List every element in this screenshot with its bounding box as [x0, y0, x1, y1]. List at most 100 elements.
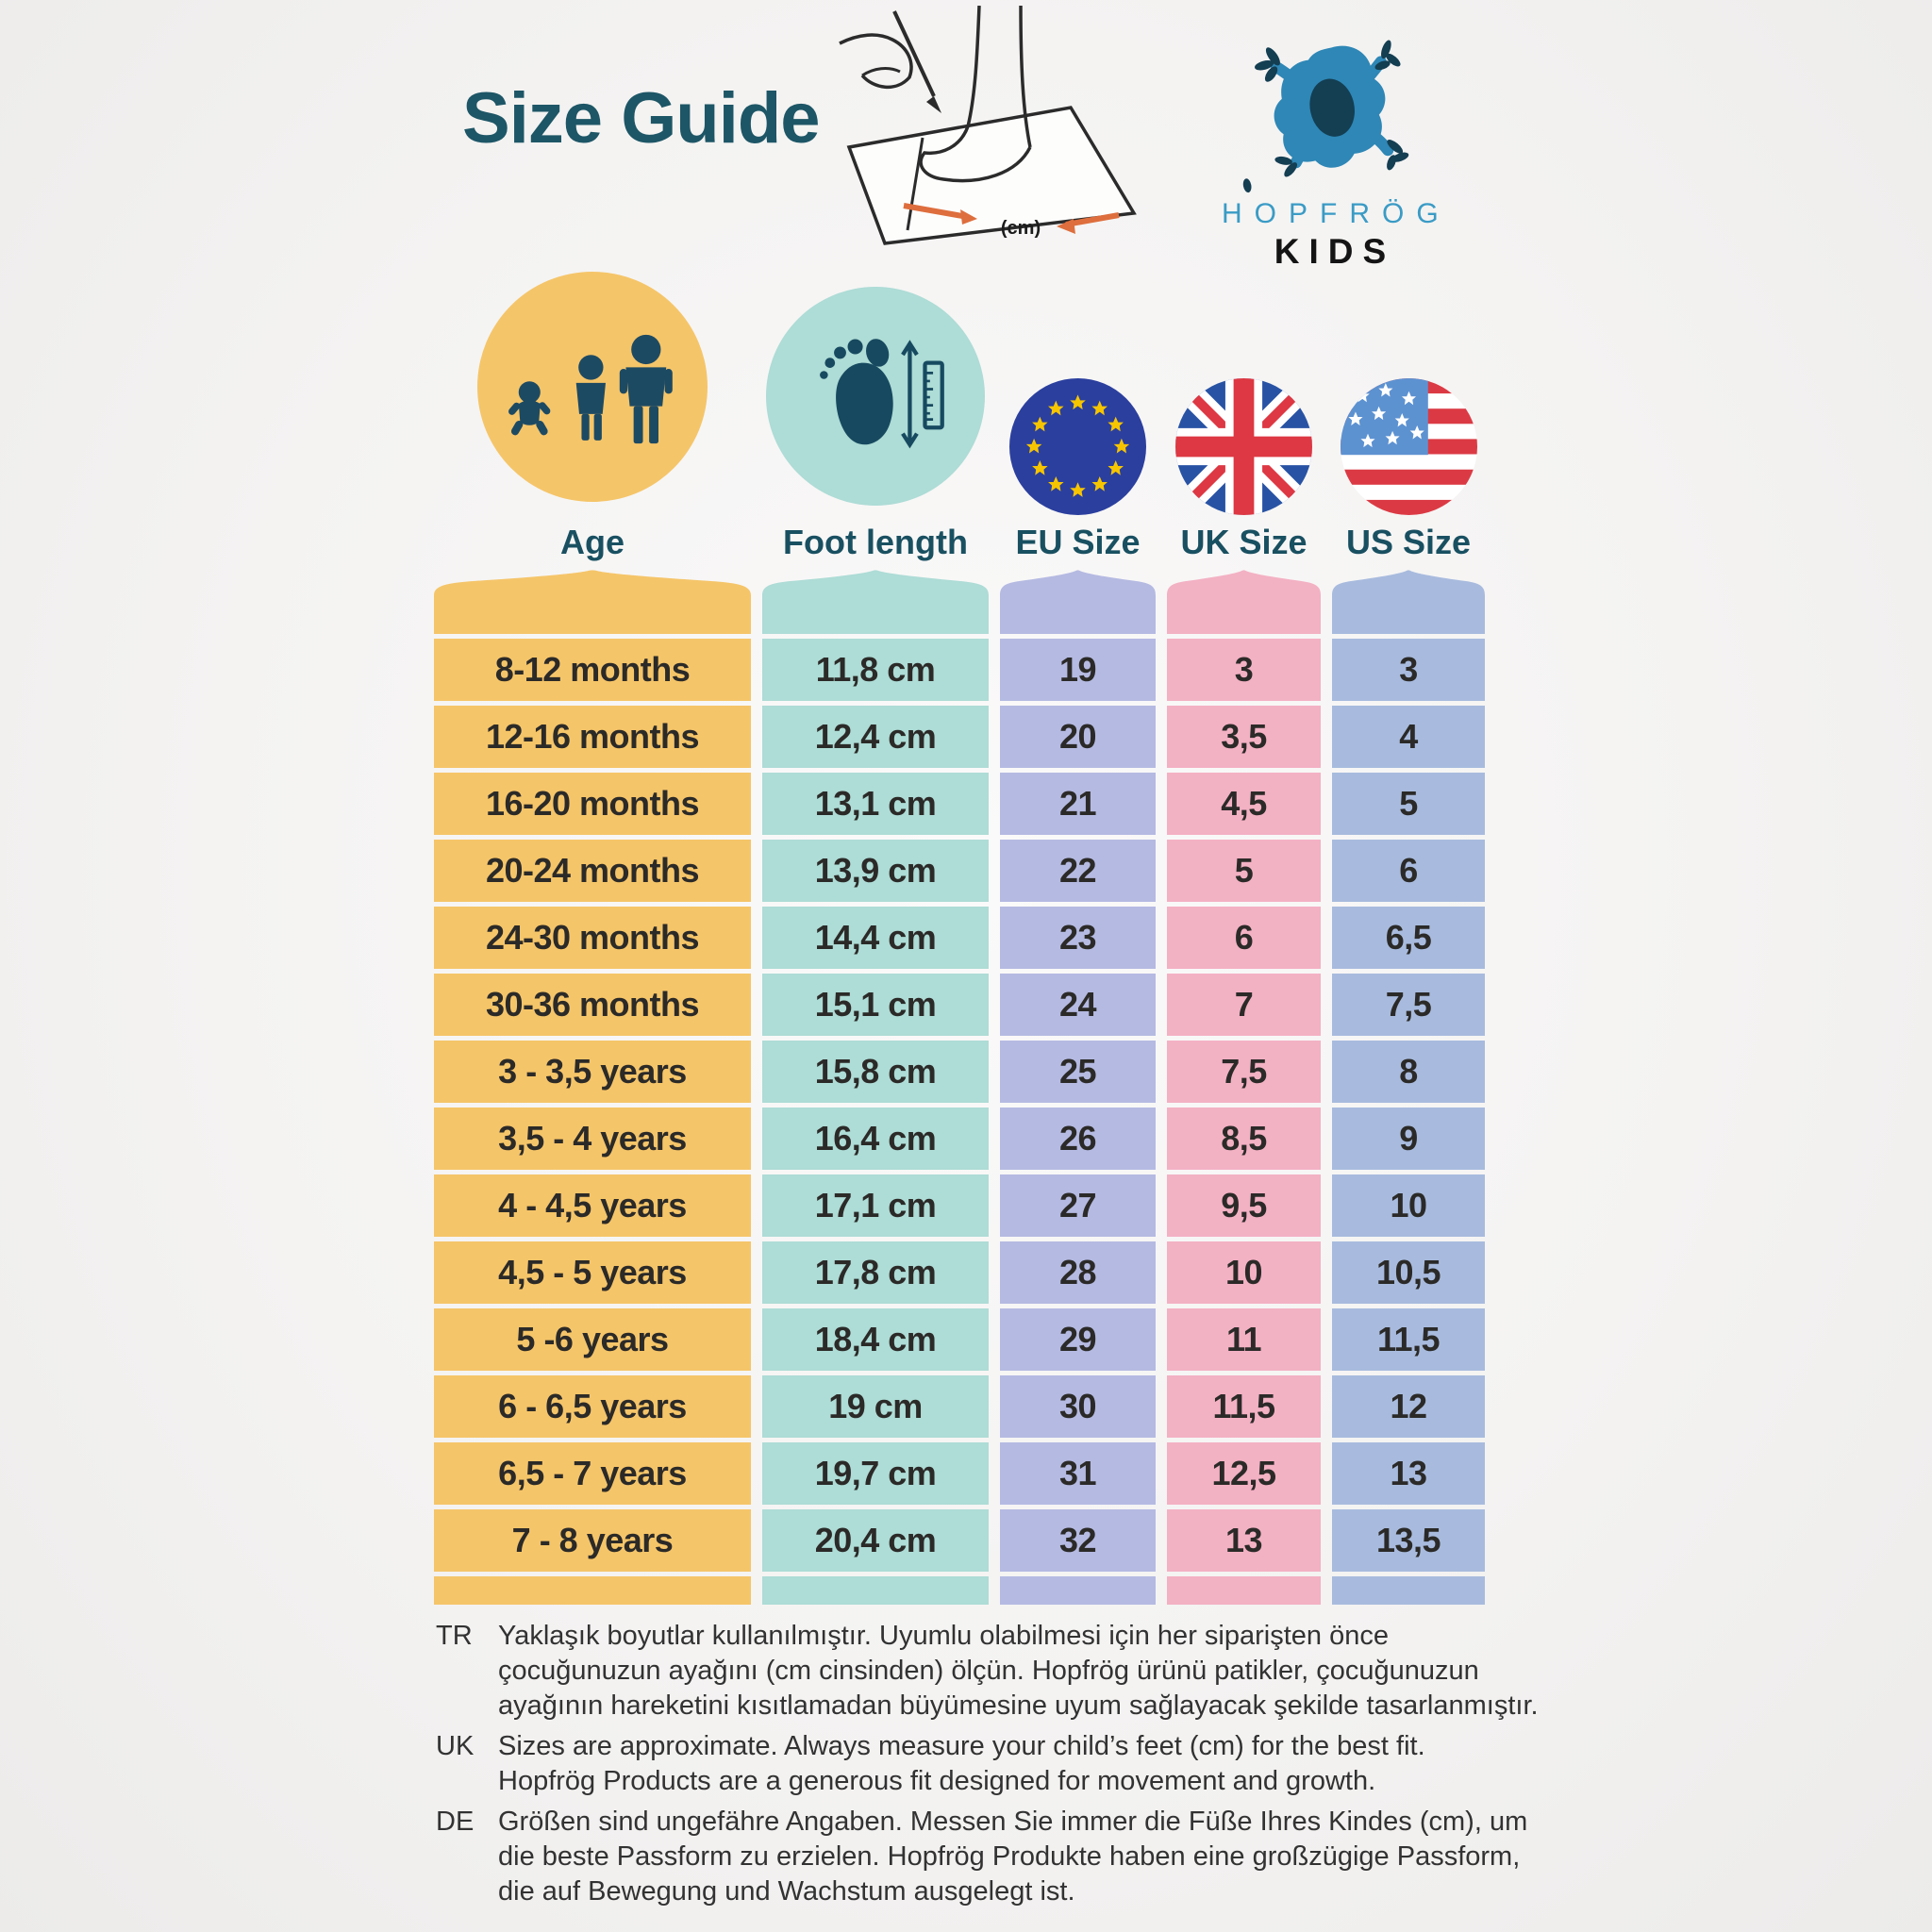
us-flag-icon: [1340, 378, 1477, 515]
foot-ruler-icon: [766, 287, 985, 506]
table-cell-us: 10: [1332, 1174, 1485, 1237]
table-cell-us: 4: [1332, 706, 1485, 768]
table-cell-us: 8: [1332, 1041, 1485, 1103]
table-cell-eu: 20: [1000, 706, 1156, 768]
table-cell-eu: 32: [1000, 1509, 1156, 1572]
table-cell-eu: 31: [1000, 1442, 1156, 1505]
table-cell-eu: 28: [1000, 1241, 1156, 1304]
note-line: Sizes are approximate. Always measure yo…: [498, 1731, 1425, 1761]
note-line: çocuğunuzun ayağını (cm cinsinden) ölçün…: [498, 1656, 1479, 1686]
table-cell-foot: 20,4 cm: [762, 1509, 989, 1572]
column-sliver-us: [1332, 1576, 1485, 1605]
table-cell-us: 6,5: [1332, 907, 1485, 969]
note-line: Hopfrög Products are a generous fit desi…: [498, 1766, 1376, 1796]
table-cell-age: 4 - 4,5 years: [434, 1174, 751, 1237]
table-cell-eu: 26: [1000, 1108, 1156, 1170]
column-top-eu: [1000, 570, 1156, 634]
table-cell-eu: 23: [1000, 907, 1156, 969]
column-uk-size: UK Size 3 3,5 4,5 5 6 7 7,5 8,5 9,5 10 11 11,5 12,5 1…: [1167, 274, 1321, 1605]
table-cell-foot: 11,8 cm: [762, 639, 989, 701]
column-rows-age: 8-12 months 12-16 months 16-20 months 20-24…: [434, 634, 751, 1576]
column-rows-eu: 19 20 21 22 23 24 25 26 27 28 29 30 31 32: [1000, 634, 1156, 1576]
note-uk: UK Sizes are approximate. Always measure…: [436, 1729, 1690, 1799]
table-cell-us: 9: [1332, 1108, 1485, 1170]
brand-subname: KIDS: [1274, 232, 1396, 271]
table-cell-foot: 19 cm: [762, 1375, 989, 1438]
note-line: Yaklaşık boyutlar kullanılmıştır. Uyumlu…: [498, 1621, 1389, 1651]
column-sliver-uk: [1167, 1576, 1321, 1605]
table-cell-us: 13,5: [1332, 1509, 1485, 1572]
note-line: die beste Passform zu erzielen. Hopfrög …: [498, 1841, 1521, 1872]
column-rows-uk: 3 3,5 4,5 5 6 7 7,5 8,5 9,5 10 11 11,5 12,5 13: [1167, 634, 1321, 1576]
table-cell-foot: 13,1 cm: [762, 773, 989, 835]
note-lang-label: UK: [436, 1731, 475, 1761]
table-cell-age: 20-24 months: [434, 840, 751, 902]
table-cell-eu: 24: [1000, 974, 1156, 1036]
column-top-uk: [1167, 570, 1321, 634]
table-cell-eu: 25: [1000, 1041, 1156, 1103]
table-cell-foot: 15,1 cm: [762, 974, 989, 1036]
table-cell-uk: 8,5: [1167, 1108, 1321, 1170]
column-header-foot-length: Foot length: [783, 523, 968, 561]
table-cell-uk: 13: [1167, 1509, 1321, 1572]
table-cell-eu: 29: [1000, 1308, 1156, 1371]
table-cell-age: 12-16 months: [434, 706, 751, 768]
table-cell-foot: 15,8 cm: [762, 1041, 989, 1103]
column-header-us: US Size: [1345, 523, 1472, 561]
table-cell-uk: 3: [1167, 639, 1321, 701]
table-cell-us: 7,5: [1332, 974, 1485, 1036]
note-line: ayağının hareketini kısıtlamadan büyümes…: [498, 1690, 1539, 1721]
column-rows-us: 3 4 5 6 6,5 7,5 8 9 10 10,5 11,5 12 13 13,5: [1332, 634, 1485, 1576]
table-cell-uk: 4,5: [1167, 773, 1321, 835]
table-cell-age: 4,5 - 5 years: [434, 1241, 751, 1304]
column-top-us: [1332, 570, 1485, 634]
table-cell-age: 5 -6 years: [434, 1308, 751, 1371]
table-cell-uk: 11: [1167, 1308, 1321, 1371]
table-cell-eu: 22: [1000, 840, 1156, 902]
table-cell-uk: 3,5: [1167, 706, 1321, 768]
foot-measuring-illustration: (cm): [839, 6, 1137, 245]
column-header-eu: EU Size: [1015, 523, 1141, 561]
table-cell-age: 24-30 months: [434, 907, 751, 969]
table-cell-foot: 18,4 cm: [762, 1308, 989, 1371]
column-us-size: US Size 3 4 5 6 6,5 7,5 8 9 10 10,5 11,5 12 13 13,5: [1332, 274, 1485, 1605]
table-cell-us: 11,5: [1332, 1308, 1485, 1371]
table-cell-foot: 17,1 cm: [762, 1174, 989, 1237]
column-sliver-eu: [1000, 1576, 1156, 1605]
table-cell-eu: 21: [1000, 773, 1156, 835]
column-header-age: Age: [559, 523, 625, 561]
table-cell-uk: 6: [1167, 907, 1321, 969]
table-cell-us: 13: [1332, 1442, 1485, 1505]
table-cell-uk: 9,5: [1167, 1174, 1321, 1237]
table-cell-uk: 12,5: [1167, 1442, 1321, 1505]
table-cell-uk: 7: [1167, 974, 1321, 1036]
table-cell-eu: 27: [1000, 1174, 1156, 1237]
table-cell-age: 3,5 - 4 years: [434, 1108, 751, 1170]
table-cell-foot: 16,4 cm: [762, 1108, 989, 1170]
cm-label: (cm): [1001, 218, 1041, 239]
table-cell-foot: 13,9 cm: [762, 840, 989, 902]
column-header-uk: UK Size: [1180, 523, 1307, 561]
table-cell-age: 3 - 3,5 years: [434, 1041, 751, 1103]
table-cell-uk: 10: [1167, 1241, 1321, 1304]
column-eu-size: EU Size 19 20 21 22 23 24 25 26 27 28 29 30 31 32: [1000, 274, 1156, 1605]
column-top-foot: [762, 570, 989, 634]
table-cell-age: 6 - 6,5 years: [434, 1375, 751, 1438]
brand-name: HOPFRÖG: [1222, 198, 1451, 229]
table-cell-us: 10,5: [1332, 1241, 1485, 1304]
column-age: Age 8-12 months 12-16 months 16-20 months 2…: [434, 272, 751, 1605]
table-cell-us: 12: [1332, 1375, 1485, 1438]
uk-flag-icon: [1175, 378, 1312, 515]
table-cell-uk: 7,5: [1167, 1041, 1321, 1103]
table-cell-foot: 14,4 cm: [762, 907, 989, 969]
note-de: DE Größen sind ungefähre Angaben. Messen…: [436, 1805, 1690, 1909]
table-cell-eu: 30: [1000, 1375, 1156, 1438]
table-cell-foot: 19,7 cm: [762, 1442, 989, 1505]
table-cell-uk: 11,5: [1167, 1375, 1321, 1438]
table-cell-age: 6,5 - 7 years: [434, 1442, 751, 1505]
note-lang-label: DE: [436, 1807, 475, 1837]
page-title: Size Guide: [462, 78, 821, 158]
column-sliver-age: [434, 1576, 751, 1605]
table-cell-age: 16-20 months: [434, 773, 751, 835]
